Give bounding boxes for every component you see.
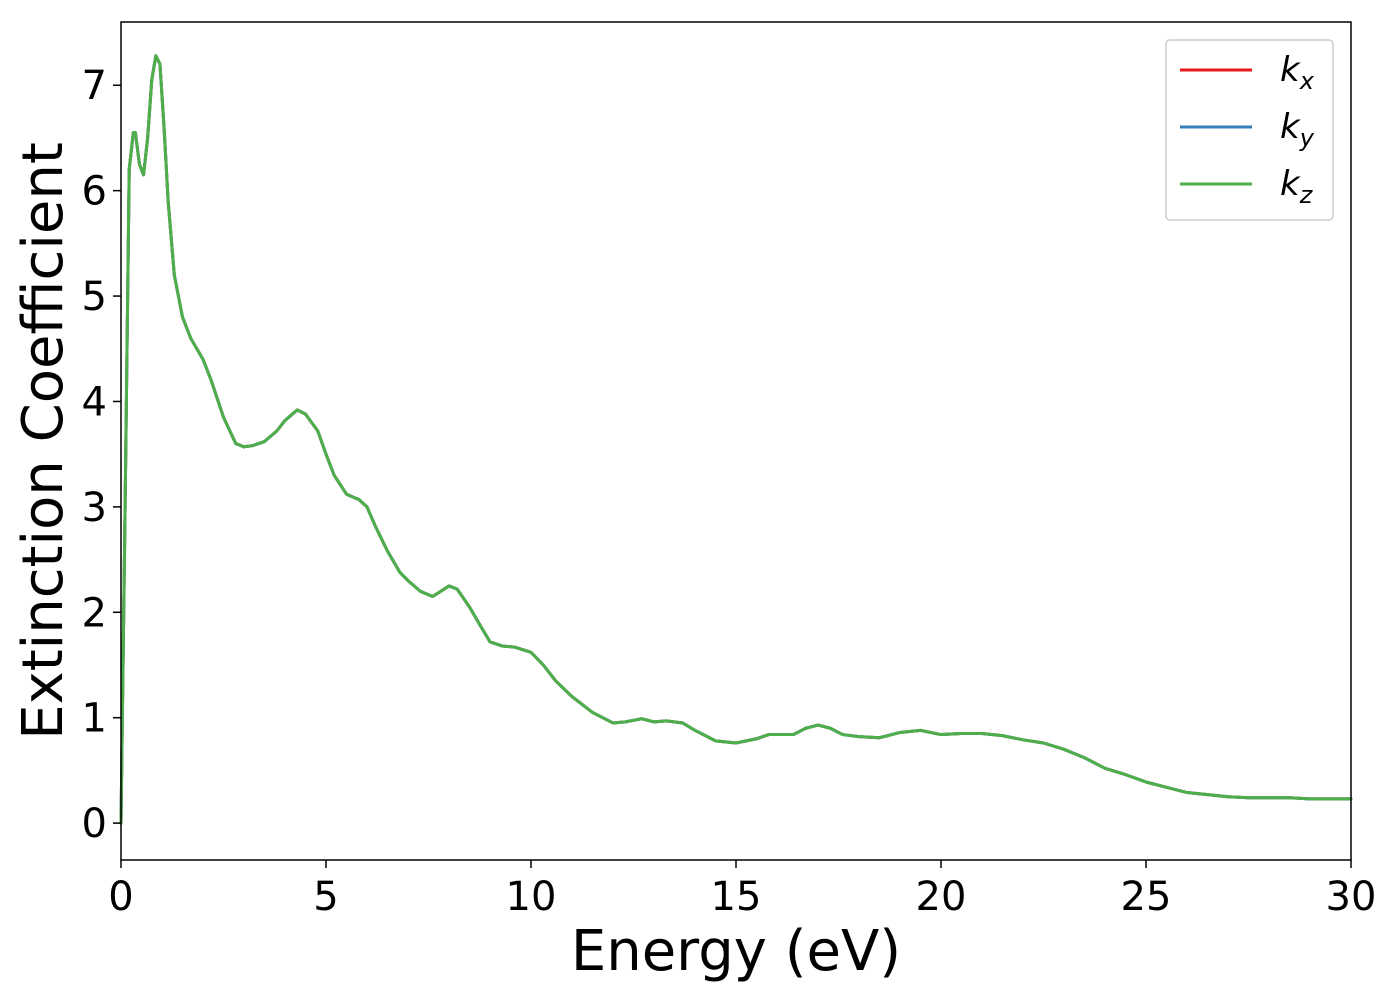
legend: kx ky kz: [1165, 39, 1334, 221]
x-tick-label: 5: [313, 874, 338, 920]
legend-label-z: kz: [1280, 164, 1314, 209]
x-tick-label: 30: [1326, 874, 1377, 920]
y-tick-label: 4: [82, 379, 107, 425]
legend-label-x: kx: [1280, 50, 1315, 95]
series-line-k-z: [119, 54, 1353, 825]
y-axis-ticks: 0 1 2 3 4 5 6 7: [82, 63, 121, 847]
x-tick-label: 0: [108, 874, 133, 920]
x-tick-label: 10: [506, 874, 557, 920]
x-axis-label: Energy (eV): [571, 919, 901, 984]
y-tick-label: 7: [82, 63, 107, 109]
x-axis-ticks: 0 5 10 15 20 25 30: [108, 860, 1376, 920]
y-tick-label: 1: [82, 696, 107, 742]
y-tick-label: 5: [82, 274, 107, 320]
series-layer: [119, 54, 1353, 825]
x-tick-label: 25: [1121, 874, 1172, 920]
legend-label-y: ky: [1280, 107, 1315, 152]
y-tick-label: 2: [82, 590, 107, 636]
x-tick-label: 20: [916, 874, 967, 920]
y-tick-label: 6: [82, 169, 107, 215]
legend-box: [1165, 39, 1334, 221]
x-tick-label: 15: [711, 874, 762, 920]
y-tick-label: 3: [82, 485, 107, 531]
y-axis-label: Extinction Coefficient: [11, 142, 76, 740]
y-tick-label: 0: [82, 801, 107, 847]
